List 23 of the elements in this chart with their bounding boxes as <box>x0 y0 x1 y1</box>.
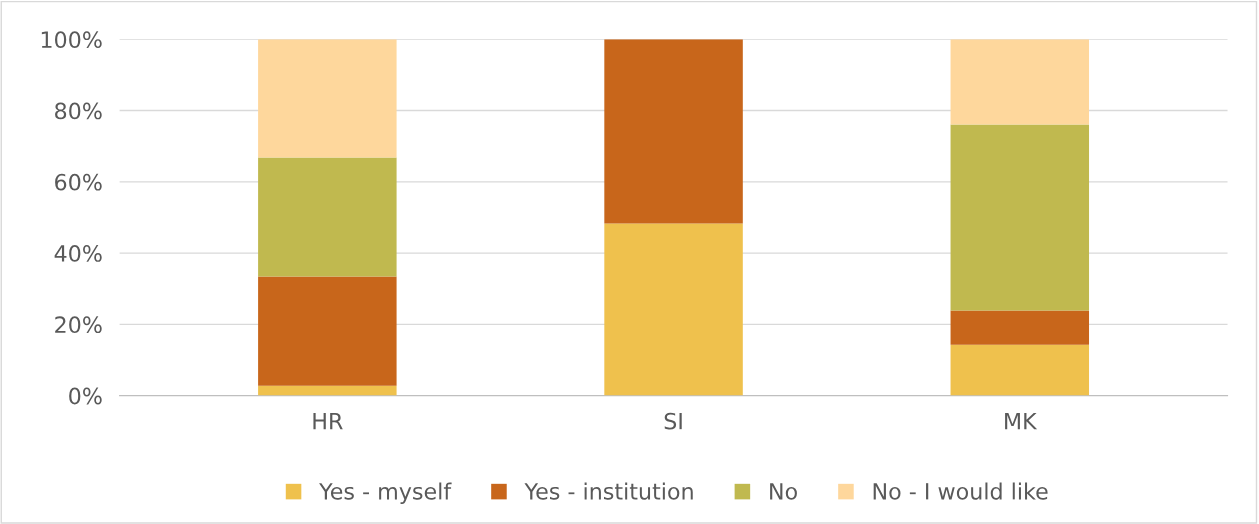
y-tick-label: 40% <box>54 245 102 262</box>
y-tick-label: 20% <box>55 316 102 334</box>
bar <box>950 124 1090 311</box>
legend-label: Yes - myself <box>319 482 452 504</box>
x-tick-label: MK <box>1005 412 1038 430</box>
x-tick-label: SI <box>664 412 682 430</box>
legend-label: Yes - institution <box>524 482 693 500</box>
y-tick-label: 100% <box>41 31 102 49</box>
bar <box>950 310 1090 345</box>
bar <box>950 39 1090 125</box>
y-tick-label: 60% <box>55 173 102 191</box>
bar <box>258 39 397 158</box>
bar <box>604 223 743 396</box>
bar <box>258 157 397 277</box>
legend-label: No <box>770 483 797 500</box>
y-tick-label: 0% <box>69 387 102 405</box>
bar <box>950 344 1090 396</box>
bar <box>604 39 743 224</box>
y-tick-label: 80% <box>55 102 102 120</box>
bar <box>258 276 397 386</box>
legend-label: No - I would like <box>873 482 1048 500</box>
x-tick-label: HR <box>313 412 343 430</box>
bar <box>258 385 397 396</box>
